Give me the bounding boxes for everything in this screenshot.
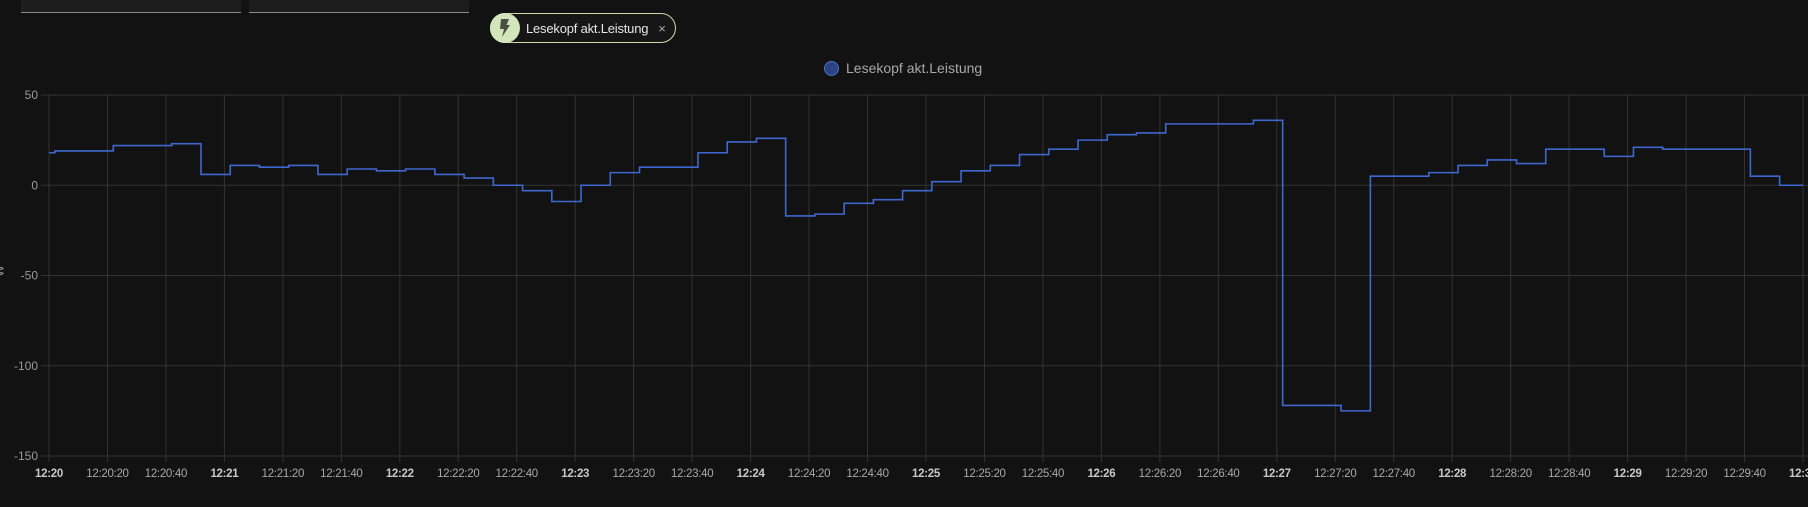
x-tick-label: 12:22:20 — [437, 468, 479, 480]
x-tick-label: 12:29 — [1614, 468, 1642, 480]
x-tick-label: 12:26:40 — [1197, 468, 1239, 480]
chart-legend[interactable]: Lesekopf akt.Leistung — [824, 60, 982, 76]
x-tick-label: 12:22 — [386, 468, 414, 480]
y-tick-label: -150 — [14, 449, 38, 463]
x-tick-label: 12:26 — [1087, 468, 1115, 480]
x-tick-label: 12:24 — [737, 468, 766, 480]
x-tick-label: 12:29:40 — [1723, 468, 1765, 480]
series-line — [49, 119, 1803, 412]
x-tick-label: 12:27:40 — [1373, 468, 1415, 480]
x-tick-label: 12:28 — [1438, 468, 1467, 480]
x-tick-label: 12:21:20 — [262, 468, 304, 480]
legend-marker — [824, 60, 839, 76]
entity-chip[interactable]: Lesekopf akt.Leistung × — [490, 13, 676, 43]
x-tick-label: 12:26:20 — [1139, 468, 1181, 480]
filter-field-1[interactable] — [21, 0, 241, 13]
x-tick-label: 12:24:20 — [788, 468, 830, 480]
lightning-bolt-icon — [490, 13, 520, 43]
x-tick-label: 12:27 — [1263, 468, 1291, 480]
x-tick-label: 12:29:20 — [1665, 468, 1707, 480]
x-tick-label: 12:28:20 — [1489, 468, 1531, 480]
y-tick-label: 50 — [25, 88, 39, 102]
x-tick-label: 12:25 — [912, 468, 941, 480]
y-axis: 50 0 -50 -100 -150 — [14, 88, 38, 463]
x-tick-label: 12:27:20 — [1314, 468, 1356, 480]
x-tick-label: 12:25:40 — [1022, 468, 1064, 480]
x-tick-label: 12:28:40 — [1548, 468, 1590, 480]
x-tick-label: 12:23 — [561, 468, 589, 480]
y-tick-label: -100 — [14, 359, 38, 373]
x-tick-label: 12:30 — [1789, 468, 1808, 480]
grid — [41, 94, 1808, 462]
x-tick-label: 12:20 — [35, 468, 63, 480]
x-tick-label: 12:21 — [210, 468, 239, 480]
y-tick-label: -50 — [21, 269, 39, 283]
x-tick-label: 12:21:40 — [320, 468, 362, 480]
x-axis: 12:20 12:20:20 12:20:40 12:21 12:21:20 12:21:… — [35, 468, 1808, 480]
x-tick-label: 12:23:20 — [612, 468, 654, 480]
y-tick-label: 0 — [31, 178, 38, 192]
x-tick-label: 12:20:20 — [86, 468, 128, 480]
x-tick-label: 12:25:20 — [963, 468, 1005, 480]
chip-label: Lesekopf akt.Leistung — [526, 20, 649, 36]
filter-field-2[interactable] — [249, 0, 469, 13]
x-tick-label: 12:22:40 — [496, 468, 538, 480]
x-tick-label: 12:20:40 — [145, 468, 187, 480]
x-tick-label: 12:23:40 — [671, 468, 713, 480]
x-tick-label: 12:24:40 — [846, 468, 888, 480]
close-icon[interactable]: × — [658, 20, 666, 36]
legend-label: Lesekopf akt.Leistung — [846, 60, 983, 76]
